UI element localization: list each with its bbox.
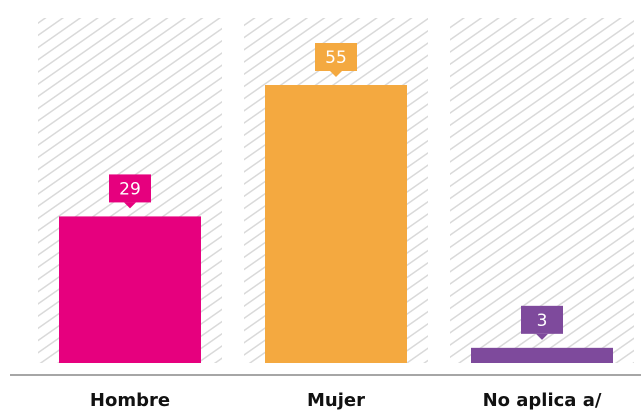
value-label-pointer bbox=[330, 71, 342, 77]
value-label-pointer bbox=[124, 202, 136, 209]
x-tick-label: No aplica a/ bbox=[483, 390, 602, 411]
value-label-pointer bbox=[536, 333, 548, 340]
value-label-box bbox=[315, 43, 357, 71]
x-tick-label: Mujer bbox=[307, 390, 365, 411]
value-label: 3 bbox=[537, 311, 548, 331]
bar-background bbox=[450, 18, 634, 363]
value-label: 55 bbox=[325, 48, 347, 68]
value-label-box bbox=[109, 174, 151, 203]
bar bbox=[471, 347, 613, 363]
x-tick-label: Hombre bbox=[90, 390, 170, 411]
bar bbox=[265, 85, 407, 363]
bar bbox=[59, 216, 201, 363]
value-label-box bbox=[521, 305, 563, 334]
value-label: 29 bbox=[119, 179, 141, 199]
